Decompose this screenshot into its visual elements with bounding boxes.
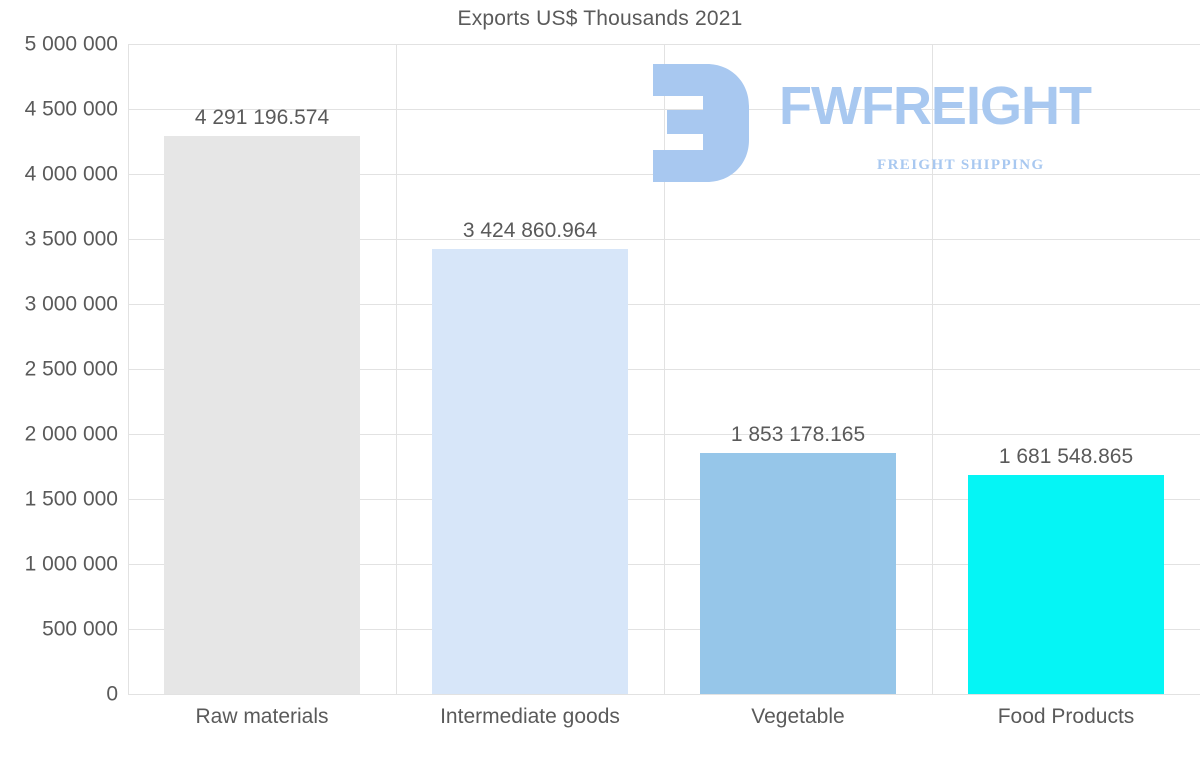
y-axis-tick-label: 0 — [106, 682, 118, 706]
bar[interactable] — [968, 475, 1164, 694]
bar-value-label: 1 681 548.865 — [998, 445, 1134, 469]
y-axis-tick-label: 2 500 000 — [24, 357, 118, 381]
x-axis-tick-label: Raw materials — [195, 705, 329, 728]
bar-value-label: 1 853 178.165 — [730, 423, 866, 447]
y-axis-line — [128, 44, 129, 694]
y-axis-tick-label: 5 000 000 — [24, 32, 118, 56]
x-axis-tick-label: Intermediate goods — [440, 705, 620, 728]
y-axis-tick-label: 2 000 000 — [24, 422, 118, 446]
bar[interactable] — [700, 453, 896, 694]
gridline-vertical — [396, 44, 397, 694]
gridline-horizontal — [128, 694, 1200, 695]
chart-title: Exports US$ Thousands 2021 — [457, 7, 743, 30]
y-axis-tick-label: 500 000 — [42, 617, 118, 641]
x-axis-tick-label: Vegetable — [751, 705, 845, 728]
y-axis-tick-label: 4 000 000 — [24, 162, 118, 186]
gridline-vertical — [932, 44, 933, 694]
y-axis-tick-label: 1 500 000 — [24, 487, 118, 511]
bar-value-label: 3 424 860.964 — [462, 218, 598, 242]
y-axis-tick-label: 3 500 000 — [24, 227, 118, 251]
x-axis-tick-label: Food Products — [997, 705, 1135, 728]
gridline-vertical — [664, 44, 665, 694]
bar[interactable] — [164, 136, 360, 694]
y-axis-tick-label: 3 000 000 — [24, 292, 118, 316]
plot-area: 4 291 196.574 3 424 860.964 1 853 178.165 1… — [128, 44, 1200, 695]
y-axis-tick-label: 1 000 000 — [24, 552, 118, 576]
y-axis-tick-label: 4 500 000 — [24, 97, 118, 121]
bar-value-label: 4 291 196.574 — [194, 106, 330, 130]
bar[interactable] — [432, 248, 628, 694]
